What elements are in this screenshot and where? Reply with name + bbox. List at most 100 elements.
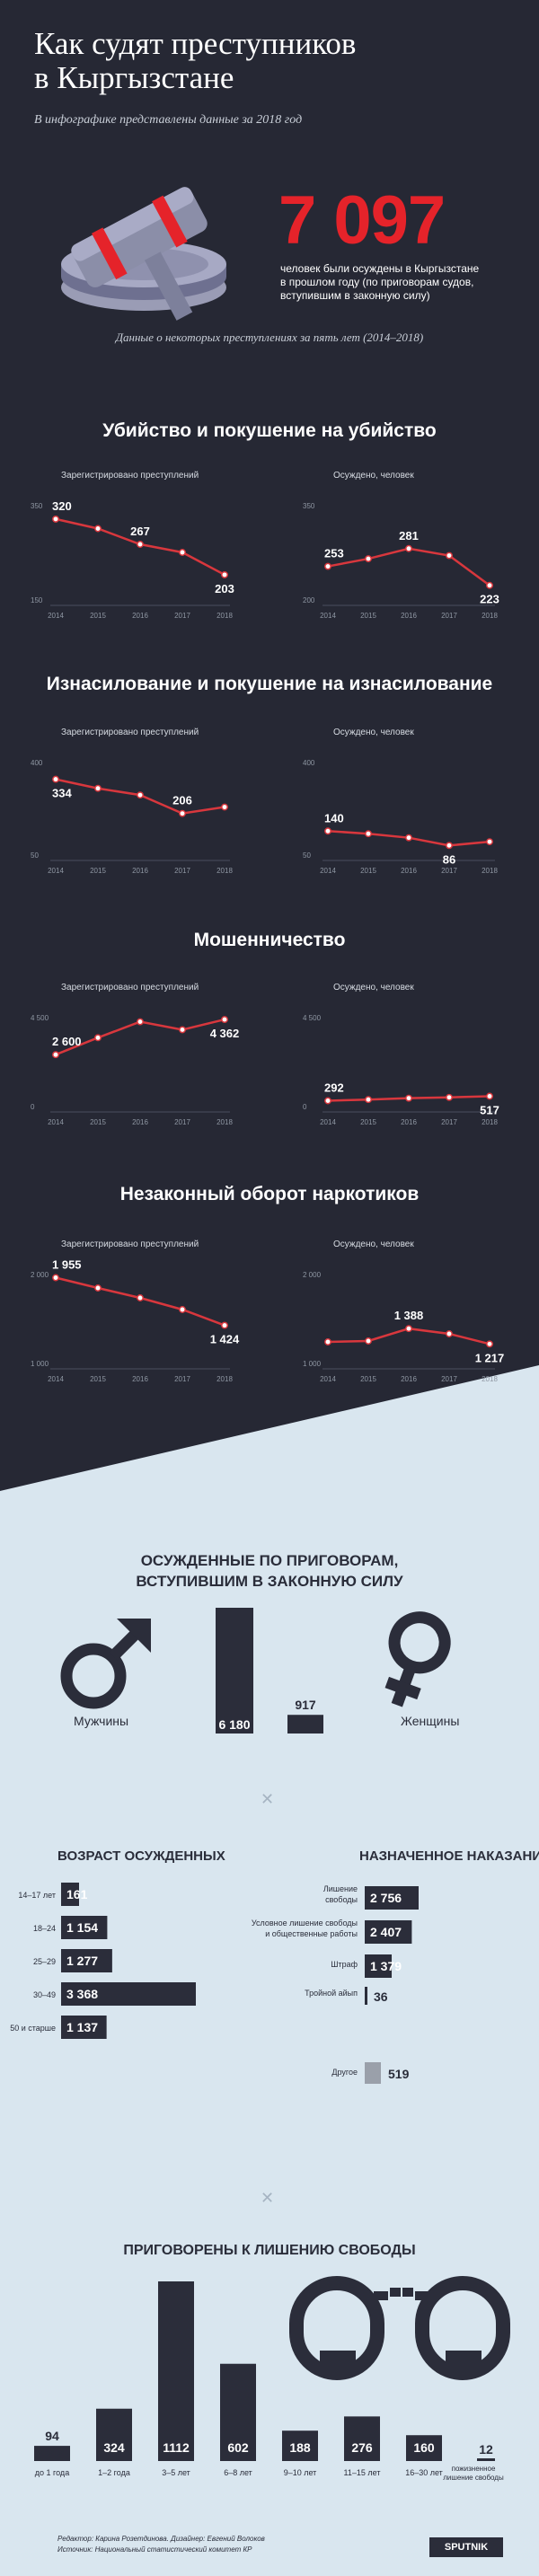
- prison-category-label: 6–8 лет: [224, 2468, 252, 2477]
- prison-bar: [96, 2408, 132, 2461]
- data-label: 1 424: [210, 1333, 240, 1346]
- x-tick-label: 2018: [482, 1118, 498, 1126]
- divider-cross-2: ✕: [261, 2189, 275, 2207]
- page-title-line-2: в Кыргызстане: [34, 60, 234, 95]
- age-bar: [61, 1949, 112, 1972]
- female-label: Женщины: [401, 1714, 460, 1728]
- section-title-rape: Изнасилование и покушение на изнасилован…: [46, 674, 493, 694]
- data-point: [52, 775, 59, 783]
- data-point: [221, 1016, 228, 1024]
- age-punishment-bars: 14–17 лет 161 18–24 1 154 25–29 1 277 30–49 3 3…: [10, 1883, 419, 2084]
- y-tick-top: 2 000: [303, 1271, 322, 1279]
- y-tick-bottom: 200: [303, 596, 315, 604]
- y-tick-bottom: 1 000: [31, 1360, 49, 1368]
- prison-bar: [477, 2458, 495, 2461]
- data-point: [94, 1034, 102, 1042]
- data-point: [486, 581, 493, 589]
- age-category-label: 14–17 лет: [18, 1891, 56, 1900]
- prison-category-label: 16–30 лет: [405, 2468, 443, 2477]
- female-symbol-icon: [384, 1611, 451, 1707]
- y-tick-top: 350: [31, 502, 43, 510]
- section-title-drugs: Незаконный оборот наркотиков: [119, 1184, 420, 1204]
- age-bar: [61, 1982, 196, 2006]
- y-tick-bottom: 50: [303, 851, 311, 860]
- data-label: 206: [172, 794, 192, 807]
- data-point: [446, 842, 453, 850]
- data-point: [324, 827, 331, 835]
- age-value-label: 1 154: [66, 1920, 98, 1935]
- x-tick-label: 2014: [48, 612, 64, 620]
- data-label: 203: [215, 582, 234, 595]
- punishment-category-label: и общественные работы: [265, 1929, 358, 1938]
- data-point: [324, 1338, 331, 1345]
- data-label: 4 362: [210, 1027, 240, 1040]
- x-tick-label: 2016: [401, 612, 417, 620]
- x-tick-label: 2018: [482, 612, 498, 620]
- data-point: [94, 784, 102, 792]
- prison-value-label: 94: [45, 2429, 59, 2443]
- prison-bar: [344, 2416, 380, 2461]
- gavel-icon: [61, 187, 226, 321]
- convicted-caption-3: вступившим в законную силу): [280, 289, 430, 302]
- life-label-1: пожизненное: [451, 2465, 496, 2473]
- x-tick-label: 2015: [90, 1375, 106, 1383]
- line-chart-title: Зарегистрировано преступлений: [61, 728, 199, 737]
- punishment-category-label: Другое: [331, 2068, 358, 2077]
- data-point: [365, 1337, 372, 1345]
- data-point: [324, 1097, 331, 1105]
- data-point: [221, 803, 228, 811]
- prison-value-label: 324: [103, 2440, 125, 2455]
- male-symbol-icon: [60, 1619, 151, 1709]
- line-chart-title: Осуждено, человек: [333, 983, 414, 992]
- data-label: 86: [443, 852, 455, 866]
- prison-category-label: 3–5 лет: [162, 2468, 190, 2477]
- line-chart-title: Осуждено, человек: [333, 471, 414, 481]
- x-tick-label: 2016: [401, 1118, 417, 1126]
- data-label: 140: [324, 811, 344, 825]
- age-category-label: 30–49: [33, 1990, 56, 1999]
- data-point: [446, 551, 453, 560]
- gender-bars: 6 180 917: [216, 1608, 323, 1734]
- x-tick-label: 2016: [132, 612, 148, 620]
- punishment-value-label: 2 407: [370, 1925, 402, 1939]
- punishment-bar: [365, 1920, 412, 1944]
- series-line: [55, 1276, 225, 1327]
- prison-bar: [34, 2446, 70, 2461]
- x-tick-label: 2014: [48, 867, 64, 875]
- y-tick-top: 400: [31, 759, 43, 767]
- line-chart-title: Зарегистрировано преступлений: [61, 1239, 199, 1249]
- data-label: 253: [324, 547, 344, 560]
- x-tick-label: 2017: [441, 867, 457, 875]
- prison-value-label: 602: [227, 2440, 249, 2455]
- data-label: 292: [324, 1081, 344, 1095]
- data-point: [221, 1321, 228, 1329]
- x-tick-label: 2016: [401, 867, 417, 875]
- x-tick-label: 2017: [441, 612, 457, 620]
- punishment-title: НАЗНАЧЕННОЕ НАКАЗАНИЕ: [359, 1848, 539, 1864]
- y-tick-bottom: 0: [303, 1103, 307, 1111]
- prison-bar: [220, 2363, 256, 2461]
- prison-category-label: 1–2 года: [98, 2468, 130, 2477]
- handcuffs-icon: [289, 2276, 510, 2380]
- y-tick-bottom: 150: [31, 596, 43, 604]
- footer-source: Источник: Национальный статистический ко…: [57, 2545, 252, 2554]
- convicted-total: 7 097: [278, 182, 446, 259]
- male-label: Мужчины: [74, 1714, 129, 1728]
- x-tick-label: 2016: [132, 867, 148, 875]
- prison-category-label: до 1 года: [35, 2468, 69, 2477]
- data-point: [94, 525, 102, 533]
- x-tick-label: 2014: [320, 867, 336, 875]
- gender-value-label: 6 180: [218, 1717, 250, 1732]
- prison-bar: [406, 2435, 442, 2461]
- x-tick-label: 2014: [48, 1118, 64, 1126]
- sputnik-logo: SPUTNIK: [429, 2537, 503, 2557]
- punishment-category-label: Условное лишение свободы: [252, 1919, 358, 1928]
- data-point: [179, 1306, 186, 1313]
- section-title-fraud: Мошенничество: [193, 930, 346, 950]
- x-tick-label: 2016: [132, 1375, 148, 1383]
- gender-bar: [216, 1608, 253, 1734]
- data-point: [137, 791, 144, 799]
- convicted-caption-2: в прошлом году (по приговорам судов,: [280, 276, 474, 288]
- data-point: [405, 1325, 412, 1333]
